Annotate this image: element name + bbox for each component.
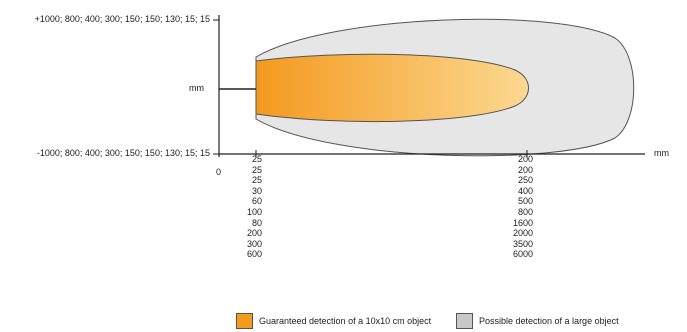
y-axis-bottom-label: -1000; 800; 400; 300; 150; 150; 130; 15;… [36, 148, 210, 158]
guaranteed-detection-zone [255, 53, 529, 123]
near-value: 300 [246, 238, 262, 249]
far-values-column: 200 200 250 400 500 800 1600 2000 3500 6… [505, 154, 533, 260]
x-axis-zero-label: 0 [216, 167, 222, 177]
x-axis-unit-label: mm [654, 148, 669, 158]
legend-guaranteed: Guaranteed detection of a 10x10 cm objec… [236, 312, 431, 330]
far-value: 400 [517, 185, 533, 196]
far-value: 200 [517, 154, 533, 164]
near-value: 25 [251, 154, 262, 164]
far-value: 3500 [512, 238, 533, 249]
far-value: 200 [517, 164, 533, 175]
near-values-column: 25 25 25 30 60 100 80 200 300 600 [240, 154, 262, 260]
near-value: 100 [246, 206, 262, 217]
near-value: 60 [251, 196, 262, 207]
far-value: 500 [517, 196, 533, 207]
legend-swatch-possible [456, 313, 473, 329]
far-value: 6000 [512, 249, 533, 260]
far-value: 2000 [512, 228, 533, 239]
legend-swatch-guaranteed [236, 313, 253, 329]
y-axis-top-label: +1000; 800; 400; 300; 150; 150; 130; 15;… [34, 14, 210, 24]
near-value: 200 [246, 228, 262, 239]
near-value: 30 [251, 185, 262, 196]
y-axis-mid-label: mm [189, 83, 204, 93]
near-value: 80 [251, 217, 262, 228]
legend-label-guaranteed: Guaranteed detection of a 10x10 cm objec… [259, 316, 432, 326]
far-value: 800 [517, 206, 533, 217]
near-value: 25 [251, 175, 262, 186]
legend-possible: Possible detection of a large object [456, 312, 619, 330]
near-value: 600 [246, 249, 262, 260]
near-value: 25 [251, 164, 262, 175]
far-value: 250 [517, 175, 533, 186]
legend-label-possible: Possible detection of a large object [479, 316, 619, 326]
far-value: 1600 [512, 217, 533, 228]
